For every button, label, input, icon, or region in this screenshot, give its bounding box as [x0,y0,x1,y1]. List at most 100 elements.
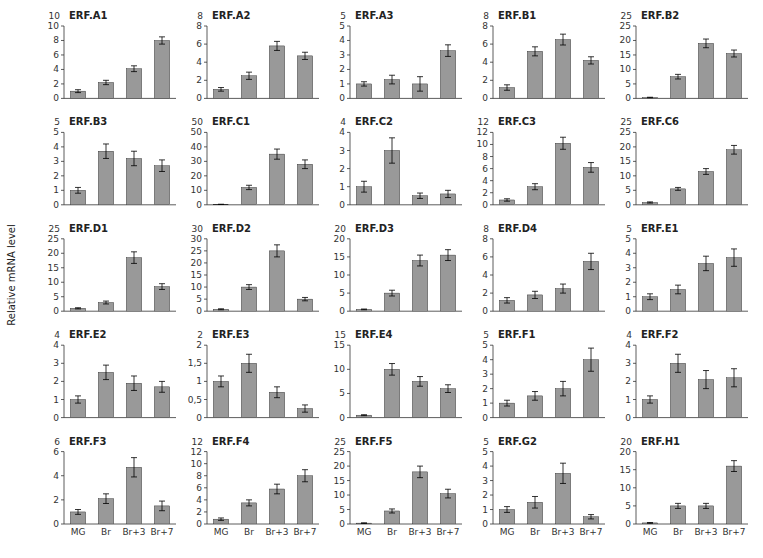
bar [356,309,371,311]
y-tick-label: 2 [482,188,488,198]
error-bar [302,297,308,300]
y-tick [61,190,64,191]
marks [70,458,169,524]
subplot-title: ERF.A2 [212,10,250,21]
y-tick-label: 30 [191,234,203,244]
bar [583,60,598,98]
error-bar [75,396,81,403]
y-tick-label: 4 [482,57,488,67]
y-tick [61,475,64,476]
y-tick [633,204,636,205]
y-tick-label: 1 [625,395,631,405]
top-value-label: 4 [626,330,632,340]
subplot: 02466ERF.F3MGBrBr+3Br+7 [53,436,176,537]
y-tick-label: 0 [339,200,345,210]
error-bar [504,85,510,90]
marks [499,137,598,205]
y-tick-label: 30 [191,156,203,166]
error-bar [675,503,681,508]
y-tick [347,451,350,452]
y-tick [204,250,207,251]
subplot: 051015202525ERF.B2 [620,10,748,103]
y-tick-label: 4 [53,142,59,152]
bar [440,255,455,311]
y-tick-label: 20 [620,35,632,45]
error-bar [647,522,653,524]
marks [356,45,455,99]
y-tick [490,403,493,404]
subplot: 024688ERF.B1 [482,10,605,103]
y-axis-line [493,452,494,524]
y-tick-label: 5 [53,292,59,302]
error-bar [159,501,165,511]
bar [269,46,284,98]
bar [269,489,284,524]
y-tick [204,190,207,191]
y-tick-label: 5 [625,501,631,511]
y-tick [490,311,493,312]
y-axis-line [207,132,208,204]
y-tick [633,296,636,297]
y-tick [204,62,207,63]
y-tick [633,54,636,55]
y-tick-label: 0 [53,306,59,316]
bar [241,287,256,311]
error-bar [131,252,137,264]
x-tick-label: Br [673,527,683,537]
y-tick-label: 0 [53,413,59,423]
y-tick-label: 10 [620,483,632,493]
y-tick-label: 15 [48,263,59,273]
marks [499,34,598,98]
y-tick [347,54,350,55]
top-value-label: 4 [340,117,346,127]
y-tick-label: 5 [53,127,59,137]
y-tick-label: 0 [339,519,345,529]
marks [642,249,741,311]
subplot-title: ERF.B3 [69,116,107,127]
error-bar [75,187,81,193]
subplot: 02468101212ERF.F4MGBrBr+3Br+7 [191,436,319,537]
error-bar [588,253,594,269]
y-tick [633,524,636,525]
y-tick-label: 2 [482,288,488,298]
y-tick [490,238,493,239]
y-tick [633,26,636,27]
bar [555,40,570,99]
y-tick-label: 10 [477,139,489,149]
error-bar [532,496,538,508]
bar [154,40,169,98]
y-tick [61,253,64,254]
y-tick-label: 2 [196,340,202,350]
y-tick [61,311,64,312]
error-bar [246,354,252,372]
error-bar [274,245,280,257]
error-bar [131,458,137,477]
subplot-title: ERF.G2 [498,436,537,447]
y-tick [61,26,64,27]
y-tick [61,363,64,364]
x-tick-label: MG [357,527,372,537]
marks [213,470,312,524]
y-tick [633,363,636,364]
x-tick-label: Br+7 [150,527,173,537]
x-tick-label: MG [500,527,515,537]
bar [726,54,741,99]
y-tick-label: 4 [53,471,59,481]
subplot: 0123455ERF.A3 [339,10,462,103]
y-tick [347,98,350,99]
y-tick-label: 25 [620,127,631,137]
y-tick-label: 0 [625,200,631,210]
marks [356,466,455,524]
top-value-label: 5 [483,330,489,340]
subplot: 051015202525ERF.F5MGBrBr+3Br+7 [334,436,462,537]
bar [213,309,228,311]
bar [642,202,657,204]
error-bar [302,52,308,59]
y-tick [347,417,350,418]
y-tick [347,293,350,294]
error-bar [731,369,737,387]
figure: 024681010ERF.A1024688ERF.A20123455ERF.A3… [0,0,763,558]
x-tick-label: Br+3 [408,527,431,537]
subplot-title: ERF.D4 [498,223,537,234]
y-tick-label: 0 [196,200,202,210]
